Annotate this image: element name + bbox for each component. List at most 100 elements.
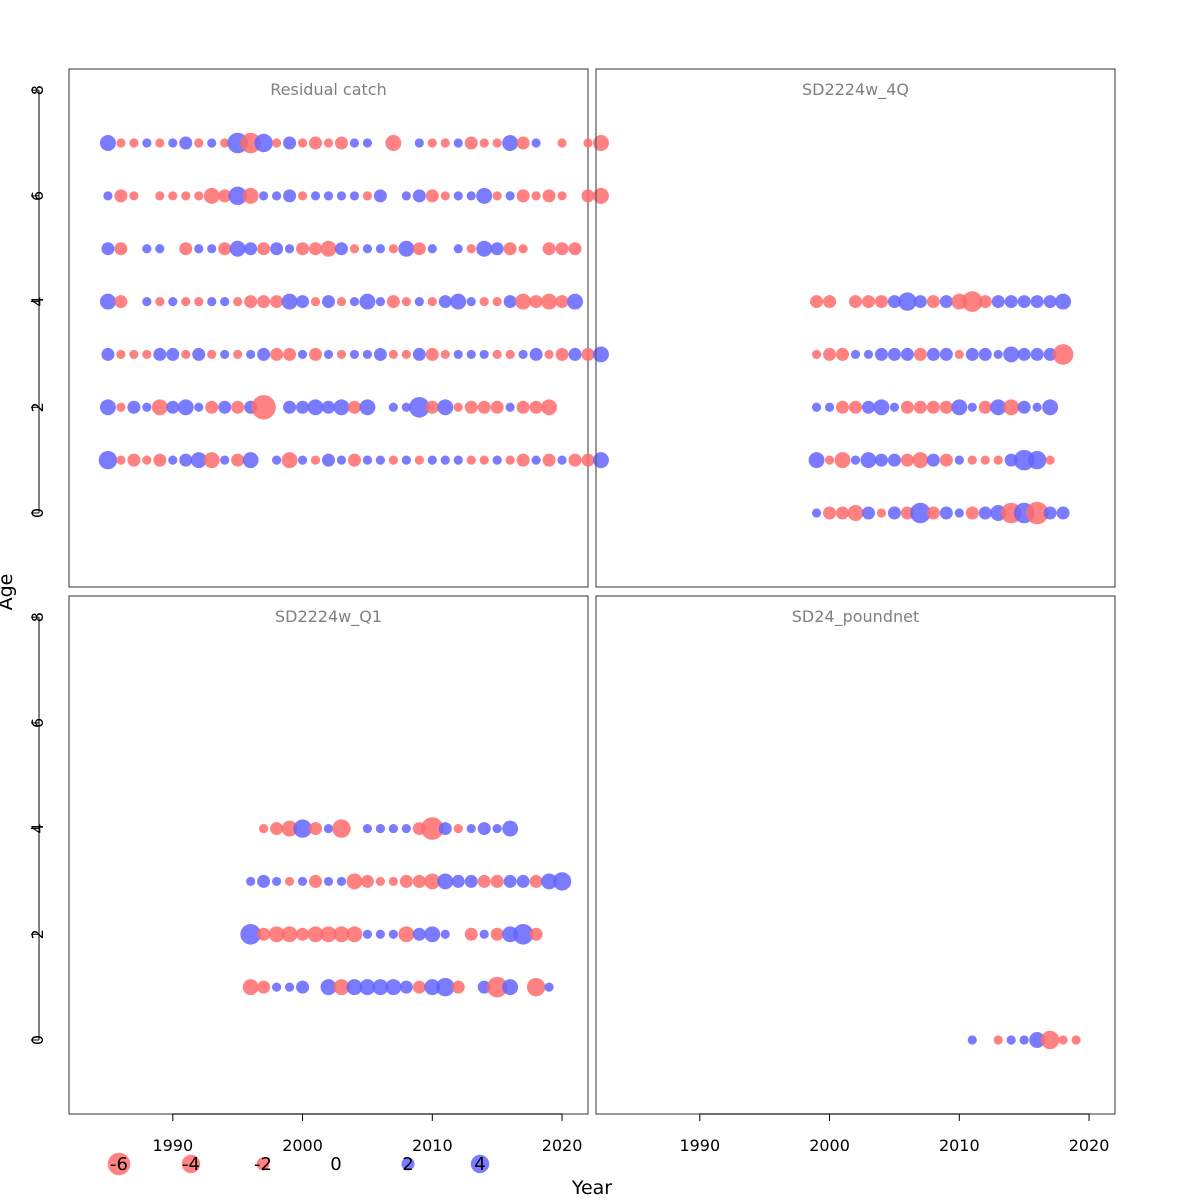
negative-residual-bubble bbox=[240, 132, 261, 154]
positive-residual-bubble bbox=[926, 453, 940, 467]
negative-residual-bubble bbox=[309, 136, 323, 150]
negative-residual-bubble bbox=[116, 402, 126, 412]
bubbles bbox=[808, 291, 1074, 525]
positive-residual-bubble bbox=[228, 186, 247, 206]
negative-residual-bubble bbox=[399, 874, 413, 888]
positive-residual-bubble bbox=[155, 244, 165, 254]
negative-residual-bubble bbox=[492, 349, 502, 360]
positive-residual-bubble bbox=[323, 823, 334, 834]
negative-residual-bubble bbox=[836, 506, 850, 520]
positive-residual-bubble bbox=[1030, 295, 1044, 309]
positive-residual-bubble bbox=[99, 135, 116, 151]
positive-residual-bubble bbox=[887, 347, 901, 361]
x-axis: 1990 2000 2010 2020 bbox=[679, 1113, 1109, 1155]
positive-residual-bubble bbox=[283, 136, 297, 150]
negative-residual-bubble bbox=[526, 977, 546, 997]
negative-residual-bubble bbox=[505, 455, 515, 465]
negative-residual-bubble bbox=[116, 349, 126, 360]
positive-residual-bubble bbox=[567, 293, 583, 310]
positive-residual-bubble bbox=[297, 876, 308, 887]
positive-residual-bubble bbox=[336, 191, 347, 201]
y-axis: 0 2 4 6 8 bbox=[28, 612, 47, 1045]
positive-residual-bubble bbox=[850, 349, 861, 360]
positive-residual-bubble bbox=[593, 346, 609, 363]
negative-residual-bubble bbox=[425, 347, 439, 361]
y-tick-label: 0 bbox=[28, 1035, 47, 1045]
positive-residual-bubble bbox=[1003, 346, 1020, 363]
negative-residual-bubble bbox=[114, 242, 128, 256]
positive-residual-bubble bbox=[1030, 347, 1044, 361]
positive-residual-bubble bbox=[412, 927, 426, 941]
negative-residual-bubble bbox=[542, 189, 556, 203]
positive-residual-bubble bbox=[453, 244, 463, 254]
positive-residual-bubble bbox=[207, 296, 217, 307]
positive-residual-bubble bbox=[297, 455, 308, 465]
positive-residual-bubble bbox=[220, 296, 230, 307]
legend-bubble bbox=[401, 1157, 415, 1171]
positive-residual-bubble bbox=[334, 242, 348, 256]
legend-entry: -2 bbox=[254, 1154, 272, 1175]
legend-bubble bbox=[470, 1154, 490, 1174]
positive-residual-bubble bbox=[284, 982, 295, 992]
positive-residual-bubble bbox=[409, 396, 430, 418]
negative-residual-bubble bbox=[913, 400, 927, 414]
positive-residual-bubble bbox=[913, 295, 927, 309]
positive-residual-bubble bbox=[362, 455, 373, 465]
positive-residual-bubble bbox=[166, 347, 180, 361]
negative-residual-bubble bbox=[114, 295, 128, 309]
positive-residual-bubble bbox=[939, 295, 953, 309]
positive-residual-bubble bbox=[153, 347, 167, 361]
negative-residual-bubble bbox=[385, 135, 402, 151]
positive-residual-bubble bbox=[323, 349, 334, 360]
positive-residual-bubble bbox=[323, 191, 334, 201]
positive-residual-bubble bbox=[284, 244, 295, 254]
positive-residual-bubble bbox=[272, 876, 282, 887]
negative-residual-bubble bbox=[557, 191, 567, 201]
negative-residual-bubble bbox=[194, 191, 204, 201]
y-tick-label: 0 bbox=[28, 508, 47, 518]
positive-residual-bubble bbox=[440, 455, 450, 465]
negative-residual-bubble bbox=[1003, 399, 1020, 416]
negative-residual-bubble bbox=[323, 138, 334, 148]
positive-residual-bubble bbox=[860, 452, 877, 469]
panel-frame bbox=[595, 68, 1116, 588]
positive-residual-bubble bbox=[437, 399, 454, 416]
positive-residual-bubble bbox=[887, 506, 901, 520]
positive-residual-bubble bbox=[863, 349, 874, 360]
positive-residual-bubble bbox=[272, 982, 282, 992]
negative-residual-bubble bbox=[900, 453, 914, 467]
negative-residual-bubble bbox=[346, 926, 363, 943]
legend-bubble bbox=[107, 1152, 131, 1176]
negative-residual-bubble bbox=[401, 296, 411, 307]
legend-entry: -6 bbox=[107, 1152, 131, 1176]
positive-residual-bubble bbox=[967, 402, 977, 412]
positive-residual-bubble bbox=[939, 506, 953, 520]
positive-residual-bubble bbox=[900, 347, 914, 361]
negative-residual-bubble bbox=[320, 240, 337, 257]
positive-residual-bubble bbox=[490, 242, 504, 256]
negative-residual-bubble bbox=[978, 400, 992, 414]
positive-residual-bubble bbox=[259, 191, 269, 201]
positive-residual-bubble bbox=[910, 502, 931, 524]
legend-label: -6 bbox=[110, 1154, 128, 1175]
y-axis-title: Age bbox=[0, 574, 17, 611]
positive-residual-bubble bbox=[194, 402, 204, 412]
positive-residual-bubble bbox=[850, 455, 861, 465]
y-axis: 0 2 4 6 8 bbox=[28, 85, 47, 518]
positive-residual-bubble bbox=[320, 979, 337, 996]
positive-residual-bubble bbox=[283, 400, 297, 414]
positive-residual-bubble bbox=[362, 823, 373, 834]
negative-residual-bubble bbox=[388, 244, 398, 254]
negative-residual-bubble bbox=[848, 400, 863, 414]
negative-residual-bubble bbox=[823, 295, 837, 309]
negative-residual-bubble bbox=[479, 455, 489, 465]
panels-group: Residual catch 0 2 4 6 8 SD2224w_4Q SD2224w_Q1 0… bbox=[28, 68, 1116, 1155]
negative-residual-bubble bbox=[427, 296, 437, 307]
panel-frame bbox=[68, 68, 589, 588]
negative-residual-bubble bbox=[490, 400, 504, 414]
negative-residual-bubble bbox=[464, 400, 478, 414]
positive-residual-bubble bbox=[242, 452, 259, 469]
negative-residual-bubble bbox=[297, 138, 308, 148]
y-tick-label: 8 bbox=[28, 612, 47, 622]
negative-residual-bubble bbox=[270, 822, 284, 836]
